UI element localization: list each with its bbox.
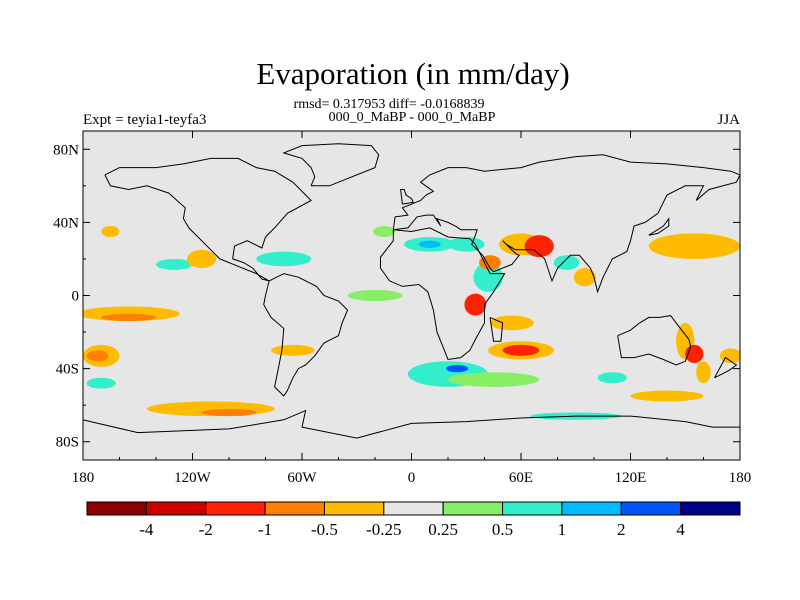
colorbar-label: -2 [199, 520, 213, 539]
colorbar: -4 -2 -1 -0.5 -0.25 0.25 0.5 1 2 4 [86, 501, 741, 539]
coastline-segment [380, 227, 506, 361]
anomaly-patch [86, 350, 109, 362]
colorbar-box [502, 501, 563, 516]
colorbar-box [442, 501, 504, 516]
colorbar-box [145, 501, 207, 516]
colorbar-label: -1 [258, 520, 272, 539]
anomaly-patch [473, 262, 503, 292]
coastline-segment [617, 315, 692, 366]
anomaly-patch [373, 226, 396, 238]
coastline-segment [714, 356, 738, 379]
coastline-segment [392, 154, 740, 294]
anomaly-patch [630, 390, 704, 402]
colorbar-label: 1 [558, 520, 567, 539]
anomaly-patch [187, 249, 217, 269]
coastline-segment [263, 273, 349, 397]
chart-title: Evaporation (in mm/day) [256, 56, 569, 91]
y-tick-label: 0 [72, 289, 80, 305]
y-tick-label: 80S [56, 435, 79, 451]
anomaly-patch [201, 408, 257, 417]
anomaly-patch [648, 233, 740, 259]
coastline-segment [400, 189, 415, 205]
coastline-segment [104, 157, 312, 282]
colorbar-box [86, 501, 147, 516]
x-tick-label: 120W [174, 470, 212, 486]
anomaly-patch [156, 258, 193, 270]
coastline-segment [489, 316, 504, 342]
x-axis: 180 120W 60W 0 60E 120E 180 [72, 131, 752, 486]
anomaly-patch [347, 290, 403, 301]
anomaly-patch [464, 293, 487, 316]
anomaly-patch [256, 251, 312, 267]
anomaly-patch [86, 377, 116, 389]
map-area [83, 131, 740, 460]
coastline-segment [648, 217, 670, 236]
coastline-segment [282, 143, 380, 187]
anomaly-patch [448, 237, 485, 252]
colorbar-box [264, 501, 325, 516]
season-label: JJA [717, 112, 740, 128]
colorbar-box [205, 501, 266, 516]
y-tick-label: 80N [53, 142, 79, 158]
period-subtitle: 000_0_MaBP - 000_0_MaBP [329, 110, 496, 125]
anomaly-patch [101, 226, 120, 238]
coastlines [83, 143, 740, 460]
anomaly-patch [553, 255, 580, 270]
anomaly-patch [418, 240, 441, 248]
anomaly-patch [270, 344, 315, 356]
anomaly-patch [502, 344, 540, 356]
x-tick-label: 0 [408, 470, 416, 486]
y-tick-label: 40N [53, 215, 79, 231]
anomaly-patch [524, 235, 554, 258]
colorbar-label: -0.25 [366, 520, 401, 539]
colorbar-box [323, 501, 385, 516]
x-tick-label: 180 [729, 470, 752, 486]
colorbar-label: 4 [676, 520, 685, 539]
anomaly-patch [446, 364, 469, 373]
stats-subtitle: rmsd= 0.317953 diff= -0.0168839 [294, 97, 485, 112]
colorbar-box [383, 501, 444, 516]
colorbar-label: 0.5 [492, 520, 513, 539]
anomaly-patch [573, 268, 596, 287]
x-tick-label: 120E [615, 470, 647, 486]
colorbar-label: -0.5 [311, 520, 338, 539]
colorbar-label: 0.25 [428, 520, 458, 539]
anomaly-patch [597, 372, 627, 384]
x-tick-label: 60E [509, 470, 533, 486]
colorbar-label: 2 [617, 520, 626, 539]
colorbar-box [680, 501, 741, 516]
anomaly-patch [101, 313, 156, 322]
y-axis: 80N 40N 0 40S 80S [53, 142, 740, 451]
anomaly-patch [448, 372, 540, 387]
x-tick-label: 60W [287, 470, 317, 486]
experiment-label: Expt = teyia1-teyfa3 [83, 112, 206, 128]
anomaly-patch [489, 315, 534, 331]
y-tick-label: 40S [56, 362, 79, 378]
anomaly-patch [696, 361, 711, 384]
colorbar-label: -4 [139, 520, 154, 539]
x-tick-label: 180 [72, 470, 95, 486]
colorbar-box [620, 501, 682, 516]
colorbar-box [561, 501, 622, 516]
coastline-segment [83, 409, 740, 460]
